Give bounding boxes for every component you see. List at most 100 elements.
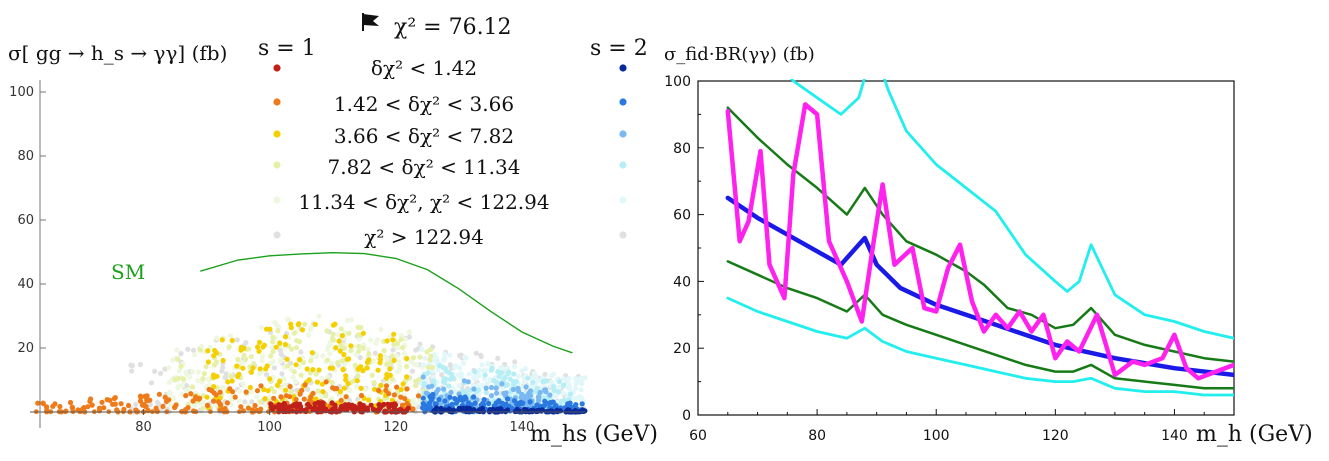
scatter-point bbox=[298, 404, 304, 410]
scatter-point bbox=[267, 326, 273, 332]
scatter-point bbox=[398, 394, 404, 400]
scatter-point bbox=[550, 399, 556, 405]
scatter-point bbox=[384, 361, 390, 367]
scatter-point bbox=[390, 337, 396, 343]
scatter-point bbox=[291, 369, 297, 375]
scatter-point bbox=[243, 389, 249, 395]
scatter-point bbox=[442, 365, 448, 371]
scatter-point bbox=[446, 370, 452, 376]
scatter-point bbox=[341, 385, 347, 391]
y-ticks: 0 20 40 60 80 100 bbox=[664, 74, 704, 424]
scatter-point bbox=[302, 382, 308, 388]
y-tick-label: 100 bbox=[9, 85, 34, 100]
scatter-point bbox=[277, 347, 283, 353]
scatter-point bbox=[325, 357, 331, 363]
scatter-point bbox=[337, 348, 343, 354]
scatter-point bbox=[398, 387, 404, 393]
scatter-point bbox=[57, 403, 63, 410]
scatter-point bbox=[436, 396, 442, 403]
scatter-point bbox=[532, 389, 538, 395]
scatter-point bbox=[494, 390, 500, 396]
scatter-point bbox=[442, 380, 448, 386]
scatter-point bbox=[344, 407, 350, 413]
scatter-point bbox=[166, 379, 172, 385]
scatter-point bbox=[336, 338, 342, 344]
scatter-point bbox=[319, 381, 325, 387]
x-tick-label: 140 bbox=[1161, 428, 1188, 444]
x-axis-title: m_h (GeV) bbox=[1196, 422, 1313, 447]
legend-marker-s1 bbox=[273, 98, 281, 106]
scatter-point bbox=[515, 373, 522, 379]
y-tick-label: 40 bbox=[673, 274, 691, 290]
scatter-point bbox=[458, 371, 465, 377]
scatter-point bbox=[316, 367, 322, 373]
scatter-point bbox=[364, 365, 370, 371]
scatter-point bbox=[259, 357, 265, 364]
scatter-point bbox=[224, 400, 230, 406]
scatter-point bbox=[101, 405, 107, 411]
scatter-point bbox=[284, 356, 290, 362]
scatter-point bbox=[250, 365, 256, 371]
scatter-point bbox=[176, 368, 182, 374]
scatter-point bbox=[447, 394, 453, 400]
scatter-point bbox=[172, 404, 178, 411]
scatter-point bbox=[549, 373, 555, 379]
scatter-point bbox=[191, 352, 198, 358]
scatter-point bbox=[281, 376, 287, 382]
scatter-point bbox=[435, 367, 441, 373]
scatter-point bbox=[523, 384, 529, 390]
scatter-point bbox=[471, 386, 477, 392]
scatter-point bbox=[190, 398, 196, 404]
scatter-point bbox=[260, 353, 266, 359]
y-tick-label: 20 bbox=[17, 341, 34, 356]
scatter-point bbox=[392, 401, 398, 408]
scatter-point bbox=[262, 402, 268, 408]
scatter-point bbox=[397, 363, 403, 369]
legend-label: 7.82 < δχ² < 11.34 bbox=[328, 155, 521, 179]
scatter-point bbox=[203, 364, 209, 370]
legend-marker-s1 bbox=[273, 130, 281, 138]
scatter-point bbox=[67, 399, 74, 406]
scatter-point bbox=[178, 351, 184, 357]
scatter-point bbox=[257, 408, 263, 414]
y-tick-label: 100 bbox=[664, 74, 691, 90]
scatter-point bbox=[429, 364, 436, 370]
scatter-point bbox=[247, 384, 253, 391]
chart-title: σ_fid·BR(γγ) (fb) bbox=[664, 44, 815, 65]
scatter-point bbox=[573, 396, 579, 402]
legend-marker-s2 bbox=[619, 196, 627, 204]
scatter-point bbox=[409, 368, 416, 374]
scatter-point bbox=[277, 358, 283, 364]
scatter-point bbox=[245, 405, 251, 411]
scatter-point bbox=[488, 393, 495, 399]
scatter-point bbox=[348, 348, 354, 354]
scatter-point bbox=[295, 322, 301, 328]
scatter-point bbox=[283, 387, 289, 393]
series-line bbox=[789, 79, 1234, 340]
scatter-point bbox=[99, 399, 105, 405]
scatter-point bbox=[277, 340, 283, 346]
legend-title-s1: s = 1 bbox=[258, 36, 316, 61]
scatter-point bbox=[399, 402, 406, 408]
scatter-point bbox=[343, 394, 349, 400]
scatter-point bbox=[472, 376, 478, 382]
scatter-point bbox=[278, 394, 284, 400]
scatter-point bbox=[257, 339, 263, 345]
scatter-point bbox=[404, 374, 410, 380]
scatter-point bbox=[323, 408, 329, 414]
scatter-point bbox=[385, 401, 391, 407]
x-ticks: 80 100 120 140 bbox=[135, 409, 534, 435]
legend-marker-s2 bbox=[619, 130, 627, 138]
scatter-point bbox=[279, 402, 285, 408]
y-tick-label: 80 bbox=[17, 149, 34, 164]
scatter-point bbox=[217, 389, 223, 395]
scatter-point bbox=[456, 383, 462, 389]
scatter-point bbox=[298, 349, 304, 355]
scatter-point bbox=[529, 383, 536, 389]
scatter-point bbox=[370, 406, 376, 412]
scatter-point bbox=[347, 387, 353, 393]
scatter-point bbox=[227, 333, 234, 339]
scatter-point bbox=[516, 388, 522, 394]
y-tick-label: 60 bbox=[17, 213, 34, 228]
